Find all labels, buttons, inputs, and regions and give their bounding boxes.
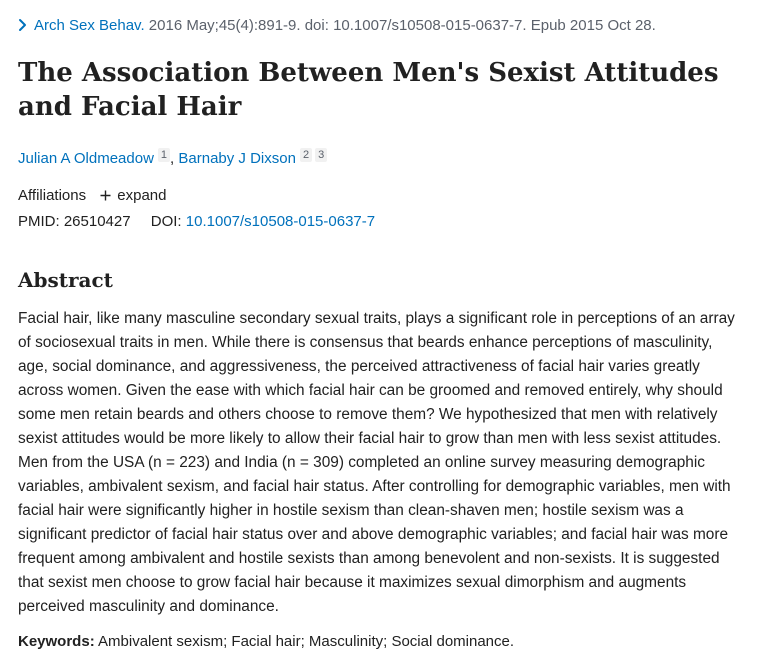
affiliations-expand-toggle[interactable]: expand [100,185,166,207]
keywords-text: Ambivalent sexism; Facial hair; Masculin… [94,633,515,650]
chevron-right-icon[interactable] [18,18,28,32]
keywords-label: Keywords: [18,633,95,650]
affiliation-ref-2[interactable]: 2 [299,148,313,162]
journal-link[interactable]: Arch Sex Behav. [34,17,145,34]
affiliations-label: Affiliations [18,187,87,204]
abstract-text: Facial hair, like many masculine seconda… [18,310,735,615]
doi-label: DOI: [150,213,182,230]
pmid-value: 26510427 [63,213,131,230]
affiliation-ref-1[interactable]: 1 [157,148,171,162]
doi-link[interactable]: 10.1007/s10508-015-0637-7 [185,213,376,230]
identifiers-row: PMID: 26510427 DOI: 10.1007/s10508-015-0… [18,211,375,233]
affiliations-row: Affiliations expand [18,185,166,207]
keywords-line: Keywords: Ambivalent sexism; Facial hair… [18,631,748,653]
page-title: The Association Between Men's Sexist Att… [18,58,719,122]
affiliation-ref-3[interactable]: 3 [315,148,328,162]
plus-icon [100,190,111,201]
expand-label: expand [117,187,167,204]
citation-line: Arch Sex Behav. 2016 May;45(4):891-9. do… [18,16,656,36]
author-link-dixson[interactable]: Barnaby J Dixson [178,150,296,167]
citation-details: 2016 May;45(4):891-9. doi: 10.1007/s1050… [144,17,656,34]
abstract-heading: Abstract [18,268,113,292]
authors-list: Julian A Oldmeadow 1, Barnaby J Dixson 2 3 [18,148,328,170]
author-separator: , [170,150,179,167]
pmid-label: PMID: [18,213,60,230]
author-link-oldmeadow[interactable]: Julian A Oldmeadow [18,150,154,167]
